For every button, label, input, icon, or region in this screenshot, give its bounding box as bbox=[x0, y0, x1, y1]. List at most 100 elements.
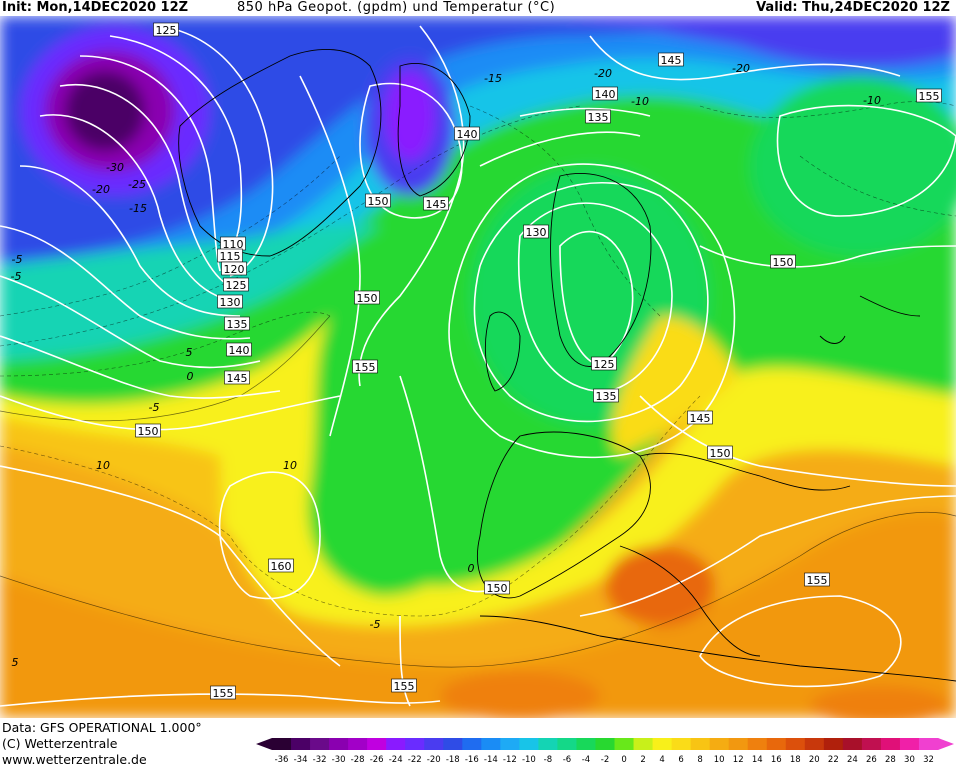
colorbar-left-arrow bbox=[256, 738, 272, 750]
isohypse-label-text: 120 bbox=[224, 263, 245, 276]
temperature-contours bbox=[0, 101, 956, 668]
colorbar-swatch bbox=[652, 738, 673, 750]
isohypse-label-text: 145 bbox=[690, 412, 711, 425]
colorbar-swatch bbox=[785, 738, 806, 750]
isohypse-label-text: 150 bbox=[368, 195, 389, 208]
temperature-contour-label: -10 bbox=[631, 95, 649, 108]
colorbar-swatch bbox=[481, 738, 501, 750]
colorbar-tick-label: 18 bbox=[790, 755, 801, 765]
colorbar-tick-label: 8 bbox=[697, 755, 702, 765]
isohypse-label: 125 bbox=[591, 356, 617, 371]
colorbar-tick-label: -12 bbox=[503, 755, 517, 765]
isohypse-label-text: 155 bbox=[213, 687, 234, 700]
isohypse-label-text: 155 bbox=[919, 90, 940, 103]
colorbar-swatch bbox=[747, 738, 768, 750]
colorbar-swatch bbox=[766, 738, 787, 750]
colorbar-tick-label: 0 bbox=[621, 755, 626, 765]
colorbar-tick-label: 28 bbox=[885, 755, 896, 765]
colorbar-swatch bbox=[880, 738, 901, 750]
isohypse-label-text: 115 bbox=[220, 250, 241, 263]
colorbar-tick-label: 16 bbox=[771, 755, 782, 765]
colorbar-swatch bbox=[500, 738, 520, 750]
isohypse-label: 120 bbox=[221, 261, 247, 276]
isohypse-label: 155 bbox=[804, 572, 830, 587]
temperature-contour-label: -15 bbox=[129, 202, 147, 215]
colorbar-tick-label: -8 bbox=[544, 755, 552, 765]
isohypse-label-text: 135 bbox=[596, 390, 617, 403]
isohypse-label: 150 bbox=[135, 423, 161, 438]
isohypse-label-text: 150 bbox=[357, 292, 378, 305]
isohypse-label-text: 160 bbox=[271, 560, 292, 573]
colorbar-swatch bbox=[272, 738, 292, 750]
temperature-contour-label: -5 bbox=[370, 618, 381, 631]
isohypse-label-text: 155 bbox=[394, 680, 415, 693]
colorbar-tick-label: 22 bbox=[828, 755, 839, 765]
colorbar-tick-label: 20 bbox=[809, 755, 820, 765]
isohypse-label-text: 155 bbox=[807, 574, 828, 587]
isohypse-label-text: 140 bbox=[229, 344, 250, 357]
map-title: 850 hPa Geopot. (gpdm) und Temperatur (°… bbox=[237, 0, 556, 15]
colorbar-swatch bbox=[690, 738, 711, 750]
isohypse-label-text: 145 bbox=[661, 54, 682, 67]
colorbar-tick-label: -20 bbox=[427, 755, 441, 765]
init-time: Init: Mon,14DEC2020 12Z bbox=[2, 0, 189, 15]
isohypse-label-text: 145 bbox=[227, 372, 248, 385]
colorbar-swatch bbox=[519, 738, 539, 750]
isohypse-label: 145 bbox=[224, 370, 250, 385]
temperature-contour-label: -5 bbox=[11, 270, 22, 283]
temperature-contour-label: 0 bbox=[187, 370, 194, 383]
valid-time: Valid: Thu,24DEC2020 12Z bbox=[756, 0, 950, 15]
colorbar-right-arrow bbox=[938, 738, 954, 750]
isohypse-label-text: 125 bbox=[594, 358, 615, 371]
isohypse-label: 135 bbox=[593, 388, 619, 403]
isohypse-label: 155 bbox=[916, 88, 942, 103]
isohypse-label-text: 150 bbox=[487, 582, 508, 595]
colorbar-swatch bbox=[424, 738, 444, 750]
colorbar-tick-label: 4 bbox=[659, 755, 664, 765]
colorbar-tick-label: 32 bbox=[923, 755, 934, 765]
colorbar-swatch bbox=[709, 738, 730, 750]
isohypse-label: 140 bbox=[454, 126, 480, 141]
colorbar-swatch bbox=[595, 738, 616, 750]
isohypse-label: 110 bbox=[220, 236, 246, 251]
isohypse-label-text: 145 bbox=[426, 198, 447, 211]
colorbar-tick-label: 30 bbox=[904, 755, 915, 765]
isohypse-label: 140 bbox=[226, 342, 252, 357]
temperature-contour-label: -15 bbox=[484, 72, 502, 85]
isohypse-label-text: 150 bbox=[773, 256, 794, 269]
coastlines bbox=[178, 48, 956, 682]
isohypse-lines bbox=[0, 25, 956, 707]
colorbar-tick-label: -24 bbox=[389, 755, 403, 765]
isohypse-label-text: 130 bbox=[526, 226, 547, 239]
isohypse-label: 150 bbox=[484, 580, 510, 595]
colorbar-tick-label: -32 bbox=[313, 755, 327, 765]
temperature-contour-label: -30 bbox=[106, 161, 124, 174]
colorbar-swatch bbox=[557, 738, 577, 750]
isohypse-label: 130 bbox=[523, 224, 549, 239]
temperature-contour-label: -20 bbox=[594, 67, 612, 80]
colorbar-swatch bbox=[842, 738, 863, 750]
colorbar-swatch bbox=[538, 738, 558, 750]
isohypse-label: 145 bbox=[687, 410, 713, 425]
temperature-contour-label: 5 bbox=[12, 656, 19, 669]
colorbar-tick-label: 26 bbox=[866, 755, 877, 765]
isohypse-label-text: 125 bbox=[226, 279, 247, 292]
colorbar-tick-label: -6 bbox=[563, 755, 571, 765]
colorbar-tick-label: -4 bbox=[582, 755, 590, 765]
colorbar-tick-label: 14 bbox=[752, 755, 763, 765]
colorbar-swatch bbox=[291, 738, 311, 750]
map-footer: Data: GFS OPERATIONAL 1.000° (C) Wetterz… bbox=[0, 718, 956, 768]
colorbar-swatch bbox=[576, 738, 596, 750]
isohypse-label: 130 bbox=[217, 294, 243, 309]
data-source: Data: GFS OPERATIONAL 1.000° bbox=[2, 720, 202, 735]
colorbar-swatch bbox=[633, 738, 654, 750]
colorbar-tick-label: -34 bbox=[294, 755, 308, 765]
colorbar-swatch bbox=[462, 738, 482, 750]
colorbar-swatch bbox=[443, 738, 463, 750]
colorbar-swatch bbox=[899, 738, 920, 750]
isohypse-label-text: 140 bbox=[595, 88, 616, 101]
colorbar-tick-label: -2 bbox=[601, 755, 609, 765]
isohypse-label: 150 bbox=[707, 445, 733, 460]
